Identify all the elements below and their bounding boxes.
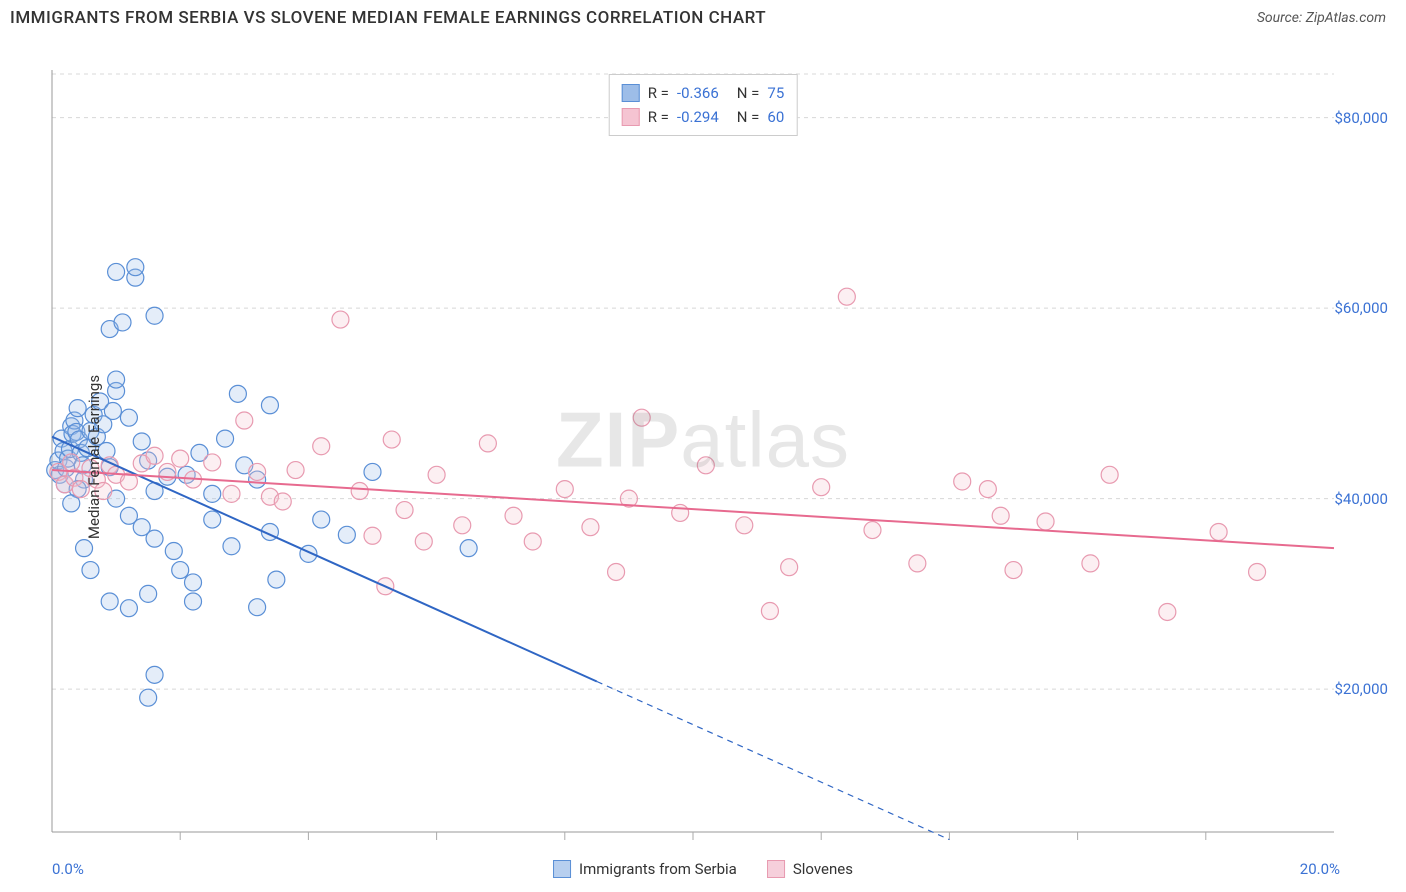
swatch-serbia-icon — [553, 860, 571, 878]
x-axis-min-label: 0.0% — [52, 860, 84, 878]
x-axis-max-label: 20.0% — [1300, 860, 1340, 878]
header: IMMIGRANTS FROM SERBIA VS SLOVENE MEDIAN… — [0, 0, 1406, 32]
swatch-slovenes — [622, 108, 640, 126]
chart-area: Median Female Earnings ZIPatlas R = -0.3… — [0, 32, 1406, 882]
y-axis-label: Median Female Earnings — [85, 375, 103, 539]
y-tick-label: $80,000 — [1334, 109, 1388, 127]
y-tick-label: $40,000 — [1334, 490, 1388, 508]
legend-row-slovenes: R = -0.294 N = 60 — [622, 105, 785, 129]
swatch-serbia — [622, 84, 640, 102]
correlation-legend: R = -0.366 N = 75 R = -0.294 N = 60 — [609, 74, 798, 136]
swatch-slovenes-icon — [767, 860, 785, 878]
legend-row-serbia: R = -0.366 N = 75 — [622, 81, 785, 105]
scatter-chart-svg — [0, 32, 1406, 882]
y-tick-label: $20,000 — [1334, 680, 1388, 698]
legend-item-slovenes: Slovenes — [767, 860, 853, 878]
chart-title: IMMIGRANTS FROM SERBIA VS SLOVENE MEDIAN… — [10, 8, 766, 28]
series-legend: Immigrants from Serbia Slovenes — [553, 860, 853, 878]
legend-item-serbia: Immigrants from Serbia — [553, 860, 737, 878]
source-label: Source: ZipAtlas.com — [1257, 10, 1386, 26]
y-tick-label: $60,000 — [1334, 299, 1388, 317]
